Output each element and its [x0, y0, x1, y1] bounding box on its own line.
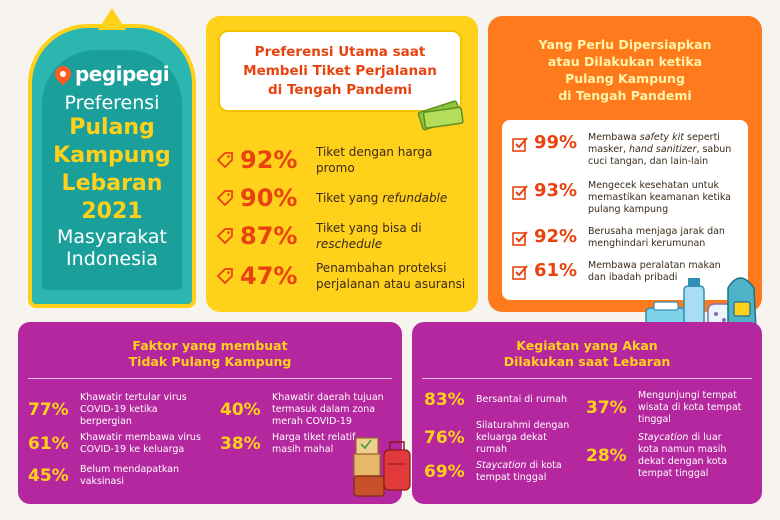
pegipegi-logo: pegipegi — [51, 62, 170, 86]
preparation-card: Yang Perlu Dipersiapkan atau Dilakukan k… — [488, 16, 762, 331]
divider — [422, 378, 752, 379]
factor-row-2: 61% Khawatir membawa virus COVID-19 ke ke… — [28, 432, 201, 456]
title-line-7: Indonesia — [66, 248, 158, 270]
activity-pct: 76% — [424, 428, 465, 448]
preparation-row-2: 93% Mengecek kesehatan untuk memastikan … — [512, 180, 738, 216]
preference-row-4: 47% Penambahan proteksi perjalanan atau … — [216, 260, 476, 292]
preferences-card: Preferensi Utama saat Membeli Tiket Perj… — [206, 16, 478, 312]
preparation-pct: 61% — [534, 260, 578, 281]
factor-label: Khawatir tertular virus COVID-19 ketika be… — [80, 392, 187, 427]
title-card-inner: pegipegi Preferensi Pulang Kampung Lebar… — [42, 50, 182, 290]
preferences-title-1: Preferensi Utama saat — [254, 43, 426, 60]
checkbox-icon — [512, 231, 528, 246]
factor-label: Khawatir daerah tujuan termasuk dalam zon… — [272, 392, 384, 427]
checkbox-icon — [512, 265, 528, 280]
preparation-pct: 92% — [534, 226, 578, 247]
factor-row-4: 40% Khawatir daerah tujuan termasuk dalam… — [220, 392, 384, 428]
preference-pct: 87% — [240, 222, 298, 250]
logo-text: pegipegi — [74, 62, 170, 86]
factor-label: Khawatir membawa virus COVID-19 ke keluar… — [80, 432, 201, 455]
preparation-label: Mengecek kesehatan untuk memastikan keam… — [588, 180, 732, 215]
activities-title: Kegiatan yang Akan Dilakukan saat Lebara… — [503, 338, 671, 369]
tag-icon — [216, 190, 233, 207]
preference-pct: 92% — [240, 146, 298, 174]
activity-row-4: 37% Mengunjungi tempat wisata di kota tem… — [586, 390, 741, 426]
checkbox-icon — [512, 137, 528, 152]
dome-ornament — [98, 8, 126, 30]
preparation-row-4: 61% Membawa peralatan makan dan ibadah p… — [512, 260, 738, 284]
factors-card: Faktor yang membuat Tidak Pulang Kampung… — [18, 322, 402, 504]
tag-icon — [216, 268, 233, 285]
activity-pct: 28% — [586, 446, 627, 466]
activity-label: Staycation di luar kota namun masih dekat … — [638, 432, 728, 479]
activity-label: Silaturahmi dengan keluarga dekat rumah — [476, 420, 570, 455]
activity-pct: 83% — [424, 390, 465, 410]
activity-pct: 69% — [424, 462, 465, 482]
preparation-label: Membawa peralatan makan dan ibadah priba… — [588, 260, 721, 283]
factor-pct: 61% — [28, 434, 69, 454]
factor-pct: 38% — [220, 434, 261, 454]
title-line-3: Kampung — [53, 143, 171, 168]
preference-row-1: 92% Tiket dengan harga promo — [216, 144, 476, 176]
checkbox-icon — [512, 185, 528, 200]
preference-label: Penambahan proteksi perjalanan atau asur… — [316, 261, 466, 291]
factor-label: Belum mendapatkan vaksinasi — [80, 464, 180, 487]
preferences-title-3: di Tengah Pandemi — [267, 81, 413, 98]
title-line-4: Lebaran — [61, 171, 163, 196]
activity-label: Bersantai di rumah — [476, 394, 567, 405]
luggage-illustration — [353, 437, 411, 497]
title-line-5: 2021 — [81, 199, 143, 224]
activity-row-1: 83% Bersantai di rumah — [424, 390, 567, 410]
factor-pct: 40% — [220, 400, 261, 420]
preparation-title: Yang Perlu Dipersiapkan atau Dilakukan k… — [538, 37, 712, 103]
activity-row-2: 76% Silaturahmi dengan keluarga dekat ruma… — [424, 420, 569, 456]
activity-row-5: 28% Staycation di luar kota namun masih de… — [586, 432, 727, 480]
tag-icon — [216, 228, 233, 245]
preference-label: Tiket yang refundable — [316, 191, 448, 205]
preferences-title-box: Preferensi Utama saat Membeli Tiket Perj… — [218, 30, 462, 112]
preference-row-2: 90% Tiket yang refundable — [216, 184, 476, 212]
preparation-pct: 93% — [534, 180, 578, 201]
preparation-label: Membawa safety kit seperti masker, hand … — [588, 132, 732, 167]
preparation-pct: 99% — [534, 132, 578, 153]
factor-row-3: 45% Belum mendapatkan vaksinasi — [28, 464, 179, 488]
preference-pct: 90% — [240, 184, 298, 212]
location-pin-icon — [51, 62, 75, 86]
activity-row-3: 69% Staycation di kota tempat tinggal — [424, 460, 562, 484]
preference-row-3: 87% Tiket yang bisa di reschedule — [216, 220, 476, 252]
factor-label: Harga tiket relatif masih mahal — [272, 432, 356, 455]
ticket-icon — [417, 100, 464, 131]
preference-label: Tiket dengan harga promo — [316, 145, 433, 175]
activity-pct: 37% — [586, 398, 627, 418]
title-line-6: Masyarakat — [56, 226, 168, 248]
title-card: pegipegi Preferensi Pulang Kampung Lebar… — [28, 8, 196, 308]
preferences-title-2: Membeli Tiket Perjalanan — [243, 62, 437, 79]
factors-title: Faktor yang membuat Tidak Pulang Kampung — [128, 338, 292, 369]
divider — [28, 378, 392, 379]
factor-row-1: 77% Khawatir tertular virus COVID-19 keti… — [28, 392, 187, 428]
factor-pct: 45% — [28, 466, 69, 486]
factor-pct: 77% — [28, 400, 69, 420]
preference-label: Tiket yang bisa di reschedule — [316, 221, 422, 251]
activity-label: Staycation di kota tempat tinggal — [476, 460, 562, 483]
preparation-list: 99% Membawa safety kit seperti masker, h… — [502, 120, 748, 300]
title-line-1: Preferensi — [64, 92, 160, 114]
preference-pct: 47% — [240, 262, 298, 290]
preparation-row-3: 92% Berusaha menjaga jarak dan menghinda… — [512, 226, 738, 250]
activity-label: Mengunjungi tempat wisata di kota tempat t… — [638, 390, 742, 425]
activities-card: Kegiatan yang Akan Dilakukan saat Lebara… — [412, 322, 762, 504]
preparation-row-1: 99% Membawa safety kit seperti masker, h… — [512, 132, 738, 168]
factor-row-5: 38% Harga tiket relatif masih mahal — [220, 432, 355, 456]
tag-icon — [216, 152, 233, 169]
title-line-2: Pulang — [69, 115, 155, 140]
preparation-label: Berusaha menjaga jarak dan menghindari k… — [588, 226, 725, 249]
